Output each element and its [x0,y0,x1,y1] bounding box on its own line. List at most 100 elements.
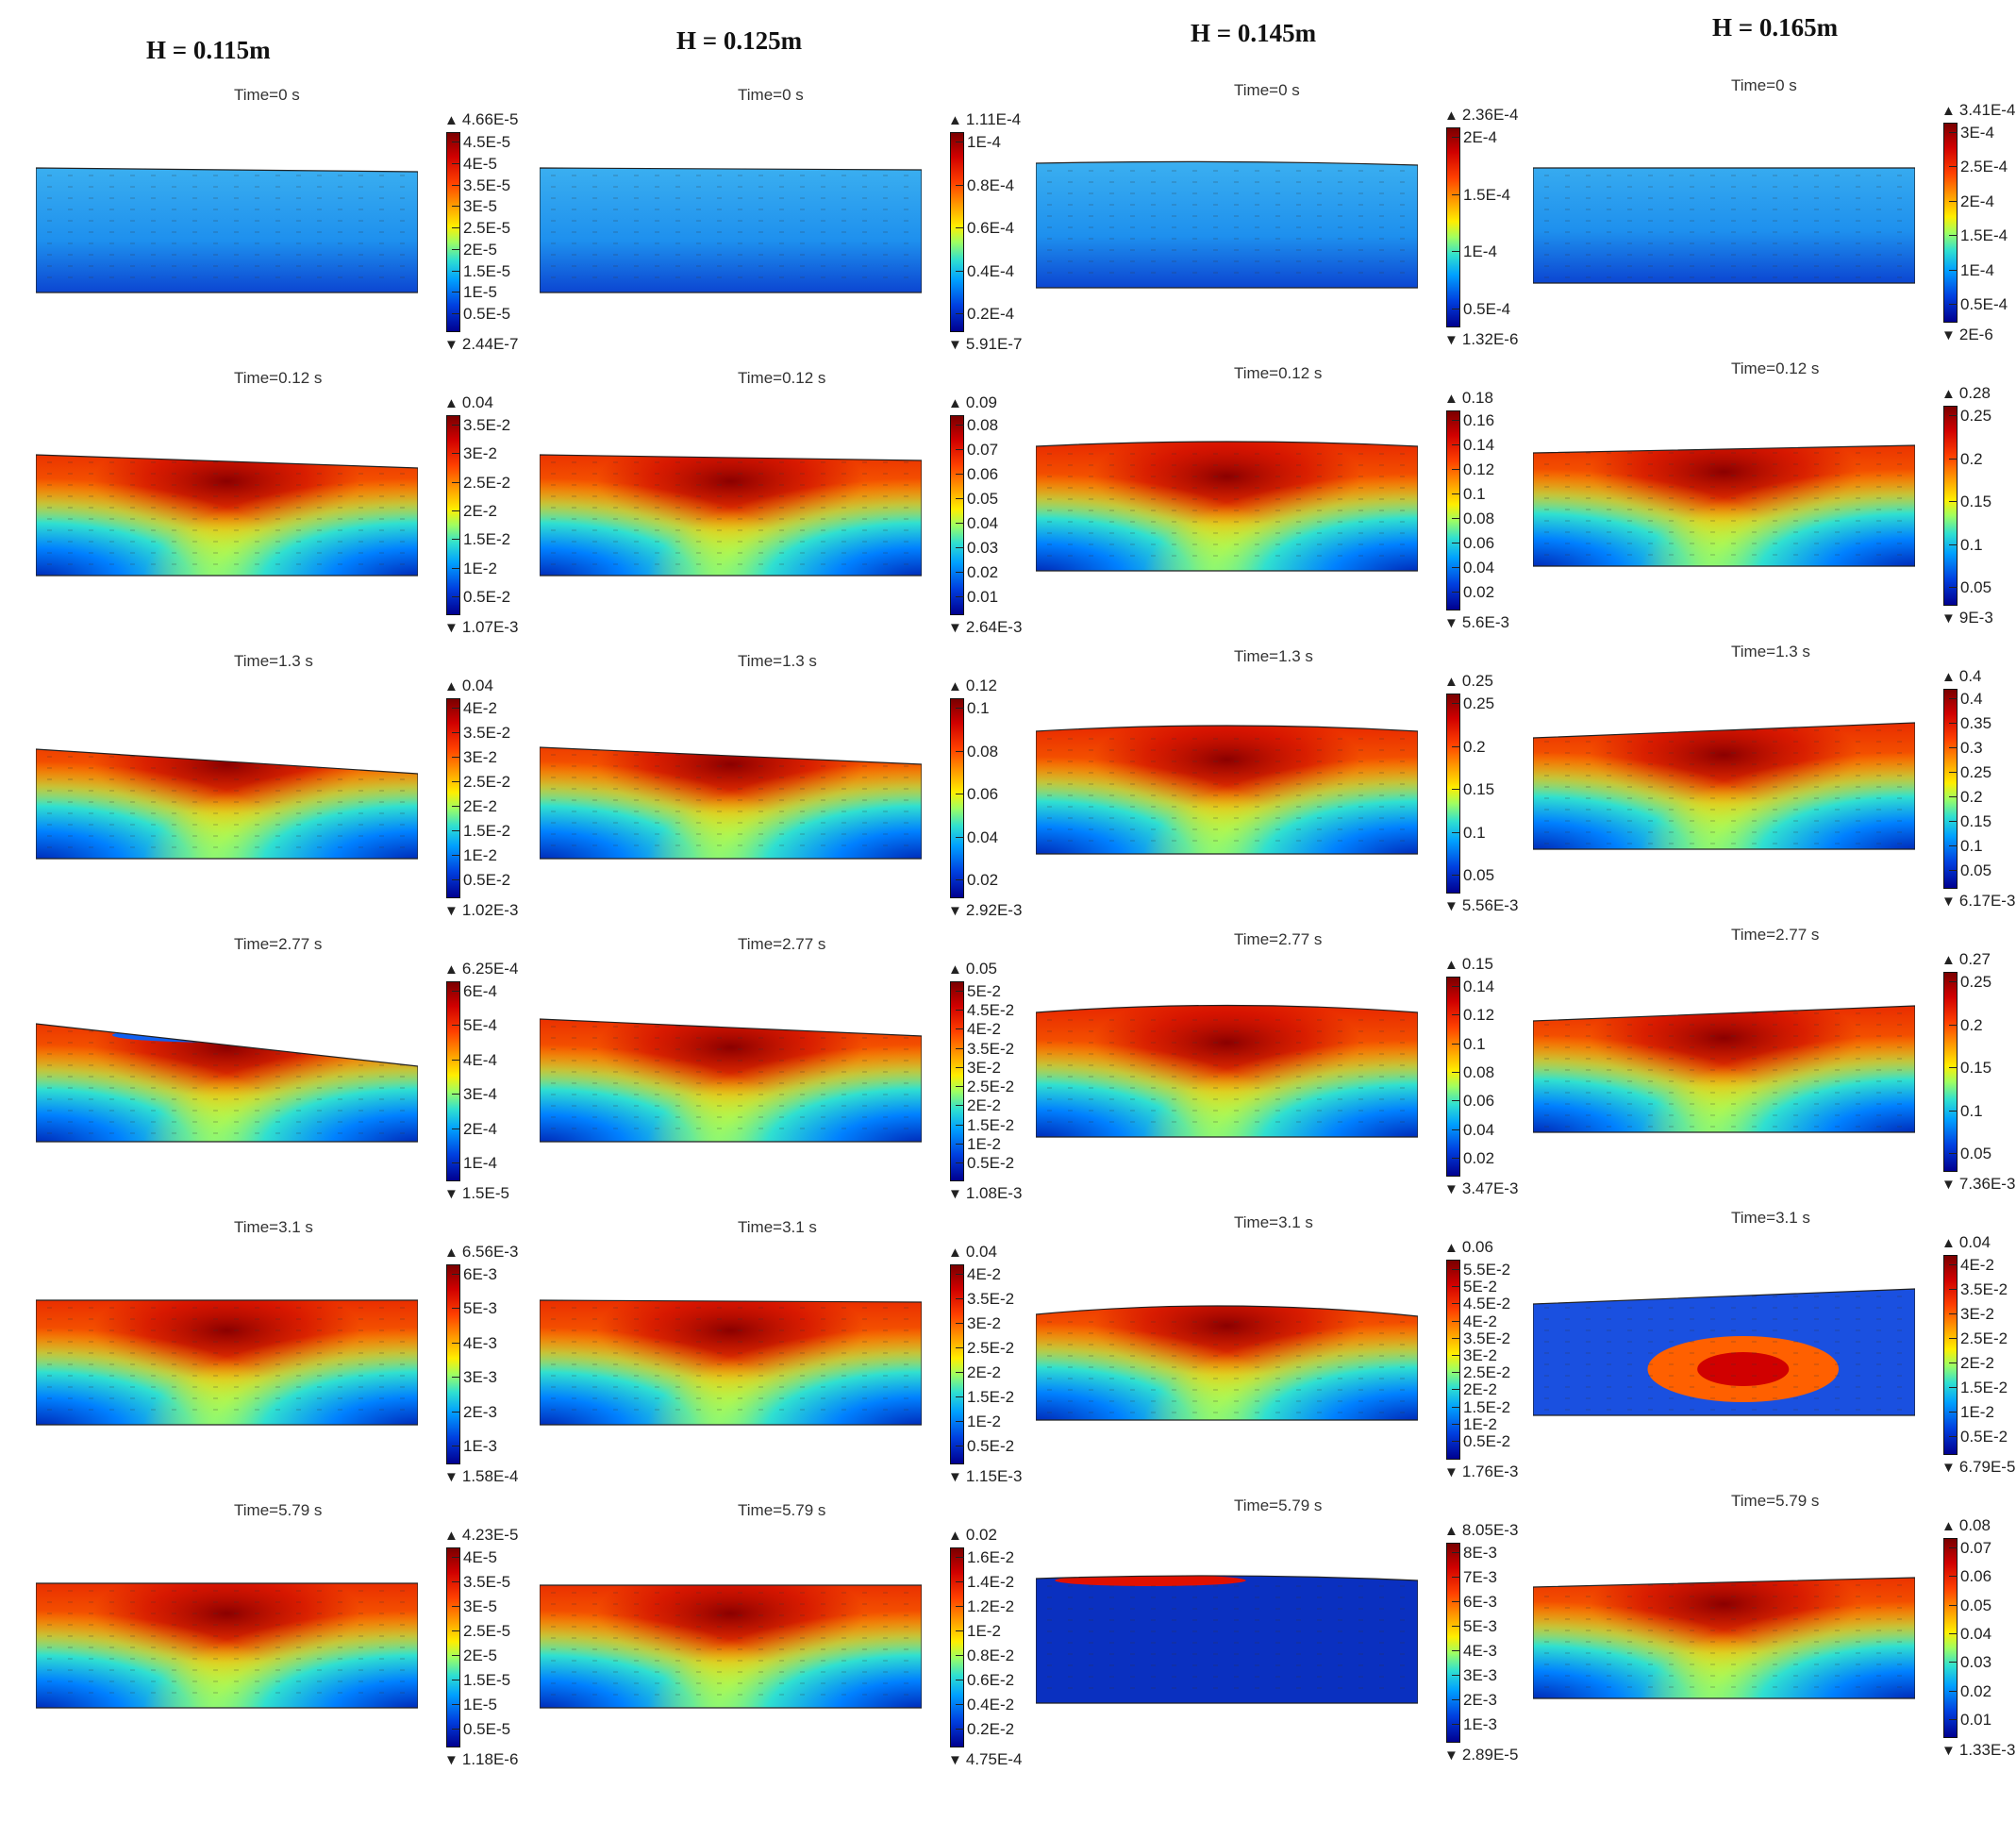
colorbar-tick: 3.5E-2 [1948,1280,2008,1298]
colorbar-min: ▼ 7.36E-3 [1941,1175,2016,1193]
colorbar-min: ▼ 5.91E-7 [948,335,1023,353]
colorbar-tick: 0.04 [955,514,999,532]
colorbar-tick: 3.5E-2 [451,724,511,742]
time-label: Time=5.79 s [1234,1496,1323,1514]
colorbar-tick: 7E-3 [1452,1568,1497,1586]
colorbar-tick: 0.05 [1948,578,1992,596]
colorbar-tick: 5E-2 [1452,1278,1497,1296]
colorbar-tick: 3E-3 [452,1368,497,1387]
velocity-field-plot [540,746,922,860]
colorbar-min: ▼ 4.75E-4 [948,1750,1023,1768]
colorbar [950,415,964,615]
colorbar-tick: 0.06 [955,465,999,483]
colorbar-tick: 0.02 [1948,1681,1992,1700]
colorbar-tick: 1E-3 [1452,1715,1497,1733]
colorbar-tick: 0.14 [1451,436,1495,454]
colorbar-tick: 0.15 [1948,1059,1992,1077]
colorbar-tick: 1E-2 [956,1413,1001,1430]
colorbar-tick: 0.4 [1949,690,1983,708]
colorbar-tick: 0.4E-4 [955,261,1015,280]
colorbar-tick: 1.6E-2 [955,1548,1015,1566]
time-label: Time=2.77 s [1731,926,1820,944]
colorbar-tick: 0.03 [955,539,999,557]
time-label: Time=2.77 s [234,935,323,953]
colorbar-max: ▲ 2.36E-4 [1444,106,1519,124]
colorbar [950,981,964,1181]
colorbar-tick: 2E-2 [452,797,497,815]
colorbar-max: ▲ 4.66E-5 [444,110,519,128]
colorbar-tick: 4E-2 [452,699,497,717]
time-label: Time=0.12 s [234,369,323,387]
colorbar-tick: 0.2 [1452,737,1486,756]
colorbar-tick: 0.06 [1451,534,1495,552]
colorbar-max: ▲ 0.28 [1941,384,1991,402]
colorbar [1446,1260,1460,1460]
colorbar [1446,694,1460,894]
colorbar-tick: 0.1 [1949,535,1983,554]
colorbar-tick: 0.14 [1451,978,1495,995]
colorbar-tick: 4E-5 [452,154,497,173]
colorbar-max: ▲ 0.05 [948,960,997,978]
colorbar-max: ▲ 0.12 [948,677,997,694]
colorbar [446,1547,460,1747]
colorbar [1943,689,1958,889]
velocity-field-plot [540,167,922,293]
colorbar-tick: 1.5E-2 [1948,1379,2008,1396]
colorbar-tick: 0.05 [1451,866,1495,884]
colorbar-tick: 3E-2 [956,1058,1001,1077]
colorbar-tick: 0.2 [1949,1015,1983,1034]
time-label: Time=0 s [1731,76,1797,94]
colorbar-min: ▼ 1.33E-3 [1941,1741,2016,1759]
colorbar [446,132,460,332]
colorbar-tick: 3.5E-2 [955,1039,1015,1058]
velocity-field-plot [1533,444,1915,567]
colorbar-min: ▼ 9E-3 [1941,609,1993,627]
colorbar-max: ▲ 4.23E-5 [444,1526,519,1544]
colorbar-tick: 1.4E-2 [955,1573,1015,1591]
time-label: Time=3.1 s [234,1218,313,1236]
colorbar-tick: 2.5E-2 [1948,1329,2008,1347]
colorbar-tick: 1E-2 [452,559,497,577]
colorbar-tick: 0.07 [955,441,999,459]
colorbar-tick: 0.12 [1451,1006,1495,1025]
column-header: H = 0.165m [1712,13,1839,42]
colorbar-tick: 0.1 [1949,837,1983,855]
colorbar-tick: 0.5E-2 [1451,1432,1511,1450]
colorbar-tick: 5E-4 [452,1016,497,1035]
colorbar-tick: 3E-2 [1452,1346,1497,1364]
colorbar-min: ▼ 1.5E-5 [444,1184,509,1202]
colorbar-tick: 0.04 [1451,1120,1495,1139]
time-label: Time=0 s [1234,81,1300,99]
colorbar-tick: 2E-5 [452,1647,497,1664]
colorbar-tick: 0.5E-4 [1451,300,1511,318]
colorbar [1446,127,1460,327]
colorbar-tick: 3E-5 [452,1597,497,1615]
colorbar-tick: 0.6E-2 [955,1671,1015,1689]
colorbar-tick: 3E-5 [452,197,497,216]
colorbar [446,415,460,615]
velocity-field-plot [36,1299,418,1426]
colorbar-max: ▲ 0.04 [1941,1233,1991,1251]
colorbar-max: ▲ 0.08 [1941,1516,1991,1534]
colorbar-tick: 3E-2 [452,444,497,463]
colorbar-max: ▲ 1.11E-4 [948,110,1022,128]
colorbar-tick: 0.15 [1948,812,1992,830]
colorbar-tick: 0.01 [955,588,999,606]
colorbar-tick: 0.25 [1451,694,1495,712]
velocity-field-plot [1036,441,1418,572]
colorbar-tick: 2E-2 [1452,1380,1497,1399]
colorbar-tick: 3.5E-2 [1451,1329,1511,1347]
colorbar-tick: 0.08 [955,416,999,434]
colorbar-tick: 2.5E-5 [451,219,511,237]
colorbar-tick: 8E-3 [1452,1544,1497,1562]
colorbar-tick: 0.06 [1948,1567,1992,1586]
colorbar-min: ▼ 2E-6 [1941,326,1993,343]
colorbar-tick: 0.08 [1451,1063,1495,1081]
colorbar-tick: 0.8E-2 [955,1647,1015,1664]
colorbar-tick: 0.5E-2 [1948,1428,2008,1446]
colorbar-min: ▼ 5.56E-3 [1444,896,1519,914]
colorbar-tick: 4E-2 [956,1265,1001,1283]
colorbar-tick: 4E-3 [452,1333,497,1352]
colorbar-tick: 2.5E-2 [955,1078,1015,1096]
velocity-field-plot [540,1299,922,1426]
